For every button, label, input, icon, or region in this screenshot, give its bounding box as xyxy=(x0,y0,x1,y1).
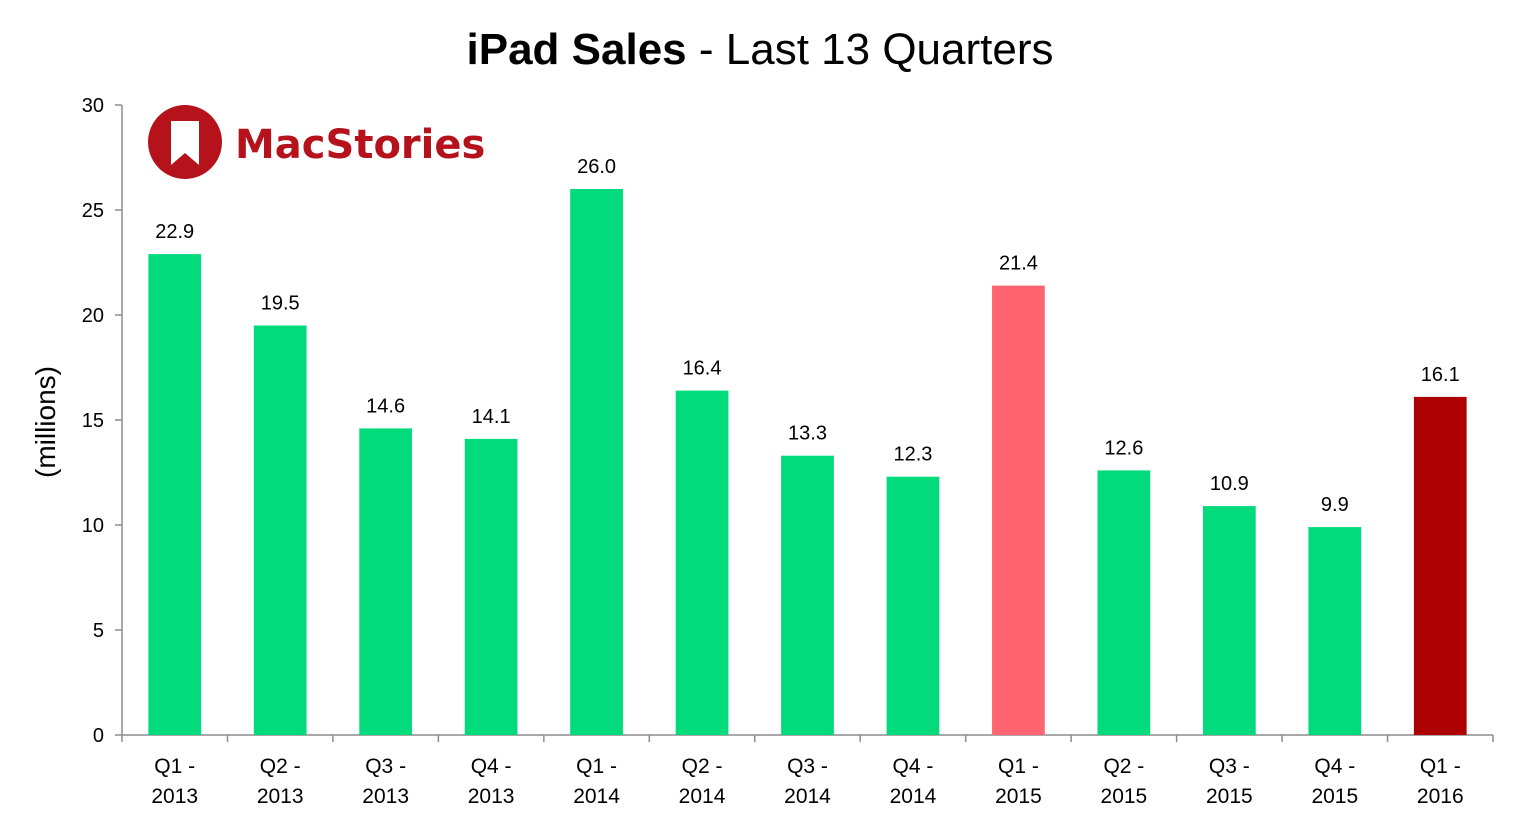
chart-title-bold: iPad Sales xyxy=(466,25,687,74)
x-tick-label: Q4 - xyxy=(1314,755,1355,778)
chart-title: iPad Sales - Last 13 Quarters xyxy=(0,20,1520,80)
x-tick-label-year: 2014 xyxy=(573,785,620,808)
x-tick-label: Q4 - xyxy=(471,755,512,778)
x-tick-label: Q3 - xyxy=(1209,755,1250,778)
data-label: 16.1 xyxy=(1421,364,1460,386)
x-tick-label-year: 2016 xyxy=(1417,785,1464,808)
bar xyxy=(1413,396,1467,735)
axes: 0 5 10 15 20 25 30 xyxy=(82,95,1494,747)
data-label: 21.4 xyxy=(999,253,1038,275)
x-tick-label: Q2 - xyxy=(260,755,301,778)
x-tick-label-year: 2013 xyxy=(151,785,198,808)
data-label: 14.1 xyxy=(472,406,511,428)
x-tick-label-year: 2015 xyxy=(995,785,1042,808)
bar xyxy=(464,438,518,735)
y-tick-label: 15 xyxy=(82,410,104,432)
x-tick-label-year: 2014 xyxy=(679,785,726,808)
bar xyxy=(570,189,623,735)
data-label: 22.9 xyxy=(155,221,194,243)
y-tick-label: 0 xyxy=(93,725,104,747)
x-tick-label-year: 2013 xyxy=(468,785,515,808)
bar xyxy=(781,455,834,735)
data-label: 12.6 xyxy=(1104,437,1143,459)
chart-title-rest: - Last 13 Quarters xyxy=(686,25,1054,74)
bar xyxy=(1308,527,1362,735)
x-tick-label-year: 2015 xyxy=(1206,785,1253,808)
bar xyxy=(359,428,413,735)
bar xyxy=(675,390,729,735)
data-label: 12.3 xyxy=(893,444,932,466)
bar xyxy=(886,476,940,735)
y-tick-label: 10 xyxy=(82,515,104,537)
bar xyxy=(1097,470,1151,735)
x-tick-label: Q3 - xyxy=(787,755,828,778)
data-label: 14.6 xyxy=(366,395,405,417)
x-tick-label-year: 2015 xyxy=(1101,785,1148,808)
data-label: 26.0 xyxy=(577,156,616,178)
x-tick-label: Q1 - xyxy=(154,755,195,778)
x-tick-label: Q2 - xyxy=(682,755,723,778)
logo-text: MacStories xyxy=(235,122,485,168)
x-tick-label: Q3 - xyxy=(365,755,406,778)
x-tick-label: Q1 - xyxy=(998,755,1039,778)
y-tick-label: 25 xyxy=(82,200,104,222)
x-tick-label: Q1 - xyxy=(1420,755,1461,778)
x-tick-label-year: 2013 xyxy=(257,785,304,808)
y-tick-label: 5 xyxy=(93,620,104,642)
x-tick-label-year: 2014 xyxy=(784,785,831,808)
labels: 22.9 Q1 - 2013 19.5 Q2 - 2013 14.6 Q3 - 2013 14.1… xyxy=(151,156,1463,808)
x-tick-label-year: 2013 xyxy=(362,785,409,808)
bar xyxy=(992,285,1045,735)
bars xyxy=(148,189,1467,735)
x-tick-label-year: 2015 xyxy=(1311,785,1358,808)
x-tick-label: Q4 - xyxy=(893,755,934,778)
x-tick-label-year: 2014 xyxy=(890,785,937,808)
bookmark-icon xyxy=(171,121,199,165)
y-axis-title: (millions) xyxy=(30,366,61,478)
x-tick-label: Q2 - xyxy=(1103,755,1144,778)
y-tick-label: 20 xyxy=(82,305,104,327)
x-tick-label: Q1 - xyxy=(576,755,617,778)
macstories-logo: MacStories xyxy=(148,105,485,179)
data-label: 10.9 xyxy=(1210,473,1249,495)
data-label: 19.5 xyxy=(261,293,300,315)
y-tick-label: 30 xyxy=(82,95,104,117)
bar xyxy=(148,254,202,735)
data-label: 9.9 xyxy=(1321,494,1349,516)
bar xyxy=(253,325,307,735)
data-label: 13.3 xyxy=(788,423,827,445)
data-label: 16.4 xyxy=(683,358,722,380)
bar xyxy=(1202,506,1256,735)
